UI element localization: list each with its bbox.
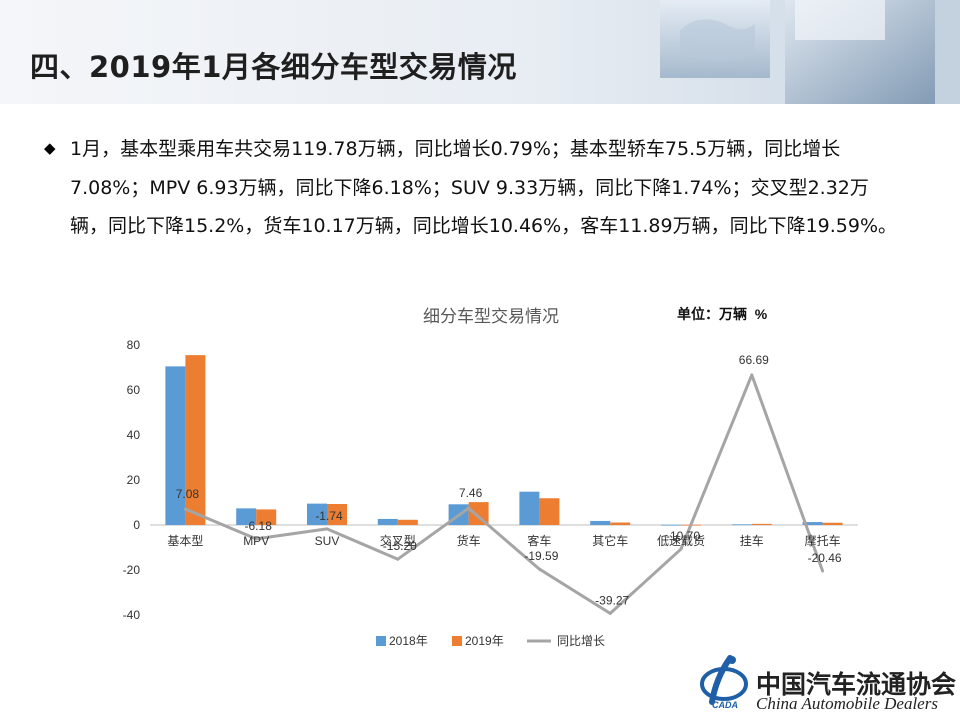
bar-1-3	[397, 519, 418, 525]
legend-swatch-0	[376, 636, 386, 646]
bar-1-2	[327, 504, 347, 525]
bar-0-9	[802, 522, 823, 525]
bar-1-8	[751, 523, 772, 525]
y-axis: 80 60 40 20 0 -20 -40	[123, 338, 141, 622]
y-tick-label-2: 40	[127, 428, 141, 442]
growth-data-label-9: -20.46	[808, 551, 842, 565]
growth-data-label-6: -39.27	[595, 593, 629, 607]
bar-1-6	[610, 522, 631, 525]
growth-data-label-5: -19.59	[524, 549, 558, 563]
growth-point-1	[254, 537, 258, 541]
bar-1-9	[822, 522, 843, 525]
diamond-bullet-icon: ◆	[44, 140, 56, 157]
y-tick-label-1: 60	[127, 383, 141, 397]
growth-data-label-7: -10.70	[666, 529, 700, 543]
bar-1-5	[539, 498, 560, 525]
growth-data-label-0: 7.08	[176, 487, 200, 501]
x-tick-label-8: 挂车	[740, 533, 764, 548]
x-tick-label-3: 交叉型	[380, 533, 416, 548]
legend-label-0: 2018年	[389, 634, 428, 648]
bar-0-1	[236, 508, 257, 525]
header-banner: 四、2019年1月各细分车型交易情况	[0, 0, 960, 104]
bar-1-0	[185, 355, 206, 525]
bar-0-8	[731, 524, 752, 526]
y-tick-label-5: -20	[123, 563, 141, 577]
bar-series	[165, 355, 843, 526]
association-name-cn: 中国汽车流通协会	[756, 670, 957, 699]
growth-point-9	[821, 569, 825, 573]
bar-0-7	[661, 524, 681, 526]
growth-data-label-2: -1.74	[315, 509, 343, 523]
bar-0-0	[165, 366, 186, 525]
y-tick-label-4: 0	[133, 518, 140, 532]
x-tick-label-2: SUV	[315, 534, 340, 548]
page-title: 四、2019年1月各细分车型交易情况	[30, 50, 517, 84]
bar-0-2	[307, 503, 327, 525]
growth-point-5	[537, 567, 541, 571]
association-name-en: China Automobile Dealers	[756, 694, 938, 713]
growth-point-7	[679, 547, 683, 551]
x-tick-label-4: 货车	[457, 533, 481, 548]
growth-line-series: 7.08 -6.18 -1.74 -15.20 7.46 -19.59 -39.27 -10.…	[176, 353, 842, 615]
legend-label-2: 同比增长	[557, 634, 605, 648]
bar-0-3	[377, 518, 398, 525]
x-axis: 基本型 MPV SUV 交叉型 货车 客车 其它车 低速载货 挂车 摩托车	[167, 533, 840, 548]
chart-legend: 2018年 2019年 同比增长	[376, 634, 605, 648]
growth-data-label-3: -15.20	[383, 539, 417, 553]
chart-unit-note: 单位：万辆 %	[677, 306, 768, 322]
x-tick-label-5: 客车	[527, 533, 551, 548]
growth-point-3	[396, 557, 400, 561]
growth-point-6	[608, 611, 612, 615]
x-tick-label-0: 基本型	[167, 534, 203, 548]
y-tick-label-0: 80	[127, 338, 141, 352]
growth-point-2	[325, 527, 329, 531]
growth-point-0	[183, 507, 187, 511]
segment-chart: 细分车型交易情况 单位：万辆 % 80 60 40 20 0 -20 -40 7.08 -6.…	[123, 306, 858, 648]
growth-data-label-8: 66.69	[739, 353, 769, 367]
legend-swatch-1	[452, 636, 462, 646]
summary-paragraph: 1月，基本型乘用车共交易119.78万辆，同比增长0.79%；基本型轿车75.5…	[70, 138, 898, 237]
growth-point-4	[467, 506, 471, 510]
growth-point-8	[750, 373, 754, 377]
y-tick-label-3: 20	[127, 473, 141, 487]
growth-line	[184, 373, 825, 615]
bar-0-5	[519, 491, 540, 525]
x-tick-label-7: 低速载货	[657, 533, 705, 548]
header-decoration-cubes	[660, 0, 960, 104]
y-tick-label-6: -40	[123, 608, 141, 622]
chart-title: 细分车型交易情况	[423, 307, 559, 326]
cada-logo-letters: CADA	[712, 700, 738, 710]
cada-logo-mark: CADA	[700, 655, 748, 710]
x-tick-label-1: MPV	[243, 534, 269, 548]
growth-data-label-4: 7.46	[459, 486, 483, 500]
x-tick-label-9: 摩托车	[805, 533, 841, 548]
x-tick-label-6: 其它车	[592, 533, 628, 548]
bar-0-6	[590, 520, 611, 525]
bar-1-1	[256, 509, 277, 525]
growth-data-label-1: -6.18	[245, 519, 273, 533]
legend-label-1: 2019年	[465, 634, 504, 648]
